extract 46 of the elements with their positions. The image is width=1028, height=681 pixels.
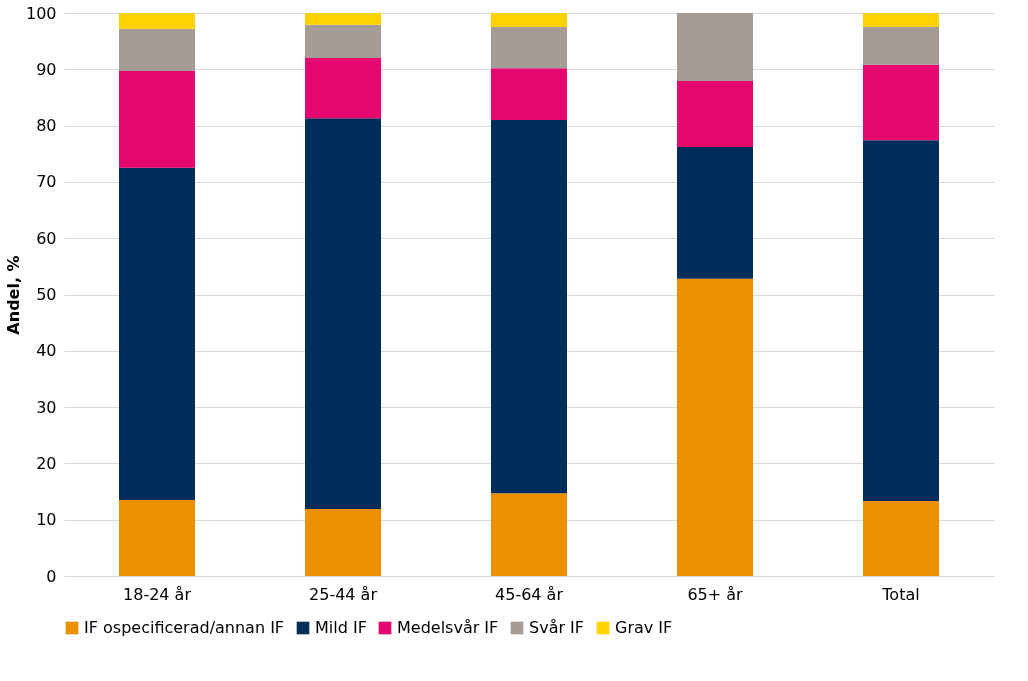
x-tick-label: 45-64 år <box>495 584 564 604</box>
bar <box>677 278 753 576</box>
legend-label: IF ospecificerad/annan IF <box>84 618 285 637</box>
y-tick-label: 90 <box>36 59 57 79</box>
bar <box>491 27 567 69</box>
bar <box>677 146 753 279</box>
bar <box>491 493 567 576</box>
bar <box>119 70 195 168</box>
bar <box>863 27 939 65</box>
y-tick-label: 100 <box>25 3 57 23</box>
bar <box>491 68 567 120</box>
x-tick-label: Total <box>881 584 920 604</box>
bar <box>863 13 939 28</box>
bar <box>305 24 381 59</box>
bar <box>305 13 381 25</box>
y-tick-label: 80 <box>36 116 57 136</box>
y-tick-label: 20 <box>36 453 57 473</box>
bar <box>119 500 195 576</box>
x-tick-label: 25-44 år <box>309 584 378 604</box>
y-tick-label: 40 <box>36 341 57 361</box>
bar <box>119 167 195 500</box>
y-axis-title: Andel, % <box>3 255 23 335</box>
y-tick-label: 0 <box>46 566 57 586</box>
bar <box>491 13 567 28</box>
legend-label: Svår IF <box>529 618 585 637</box>
bar <box>677 81 753 147</box>
bar <box>863 64 939 141</box>
bar <box>491 119 567 494</box>
bar <box>863 140 939 502</box>
bar <box>677 13 753 82</box>
bar <box>119 28 195 71</box>
y-tick-label: 50 <box>36 285 57 304</box>
legend-label: Grav IF <box>615 618 673 637</box>
legend-label: Mild IF <box>315 618 367 637</box>
y-tick-label: 70 <box>36 172 57 192</box>
x-tick-label: 65+ år <box>687 584 744 604</box>
y-tick-label: 30 <box>36 397 57 417</box>
bar <box>305 118 381 509</box>
bar <box>305 509 381 576</box>
bar <box>305 58 381 119</box>
y-tick-label: 60 <box>36 228 57 248</box>
y-tick-label: 10 <box>36 510 57 530</box>
bar <box>119 13 195 29</box>
x-tick-label: 18-24 år <box>123 584 192 604</box>
bar <box>863 501 939 576</box>
legend-label: Medelsvår IF <box>397 618 499 637</box>
